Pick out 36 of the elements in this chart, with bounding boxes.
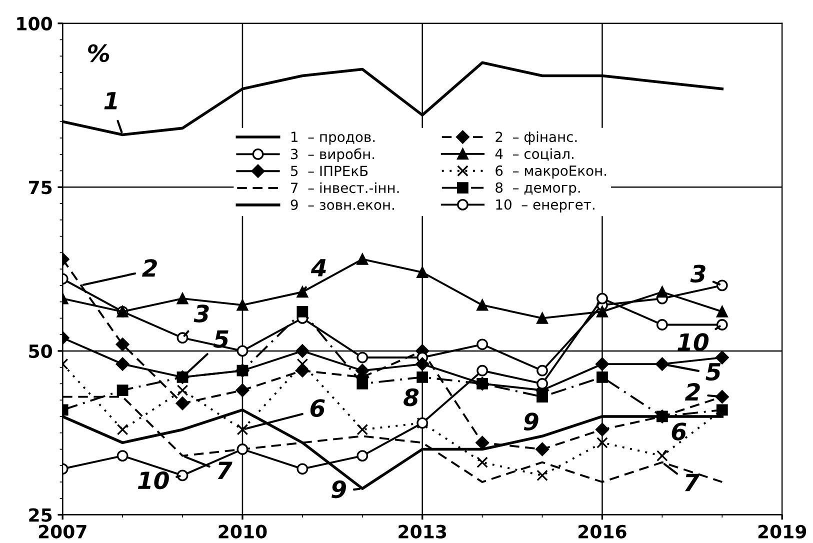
x-tick-label: 2007 (38, 524, 86, 538)
annotation: 7 (218, 462, 232, 479)
legend-label: 6 – макроЕкон. (496, 165, 606, 179)
x-tick-label: 2013 (398, 524, 446, 538)
annotation: 10 (678, 333, 709, 352)
annotation: 9 (524, 412, 538, 431)
annotation: 2 (142, 259, 157, 277)
legend-label: 4 – соціал. (495, 148, 574, 161)
y-tick-label: 75 (28, 180, 52, 194)
annotation: 6 (672, 422, 686, 440)
annotation: 5 (706, 363, 721, 381)
annotation: 4 (310, 259, 326, 276)
legend-label: 10 – енергет. (496, 199, 594, 212)
legend-label: 3 – виробн. (291, 148, 374, 162)
legend-label: 8 – демогр. (496, 182, 580, 196)
annotation: % (88, 44, 110, 62)
legend-label: 9 – зовн.екон. (290, 199, 394, 210)
legend-label: 5 – ІПРЕкБ (291, 166, 368, 176)
legend-label: 1 – продов. (291, 132, 375, 145)
annotation: 3 (194, 304, 209, 322)
y-tick-label: 25 (29, 508, 52, 522)
legend-label: 7 – інвест.-інн. (291, 182, 399, 194)
y-tick-label: 100 (17, 16, 52, 30)
x-tick-label: 2010 (218, 524, 267, 538)
annotation: 3 (690, 264, 706, 283)
annotation: 10 (138, 471, 169, 490)
annotation: 7 (684, 474, 700, 492)
annotation: 6 (310, 399, 325, 418)
x-tick-label: 2019 (758, 524, 806, 538)
y-tick-label: 50 (29, 344, 52, 358)
annotation: 8 (404, 388, 419, 406)
annotation: 9 (332, 480, 346, 498)
annotation: 1 (104, 92, 117, 110)
legend-label: 2 – фінанс. (496, 131, 577, 145)
annotation: 2 (684, 383, 700, 401)
x-tick-label: 2016 (578, 524, 626, 538)
